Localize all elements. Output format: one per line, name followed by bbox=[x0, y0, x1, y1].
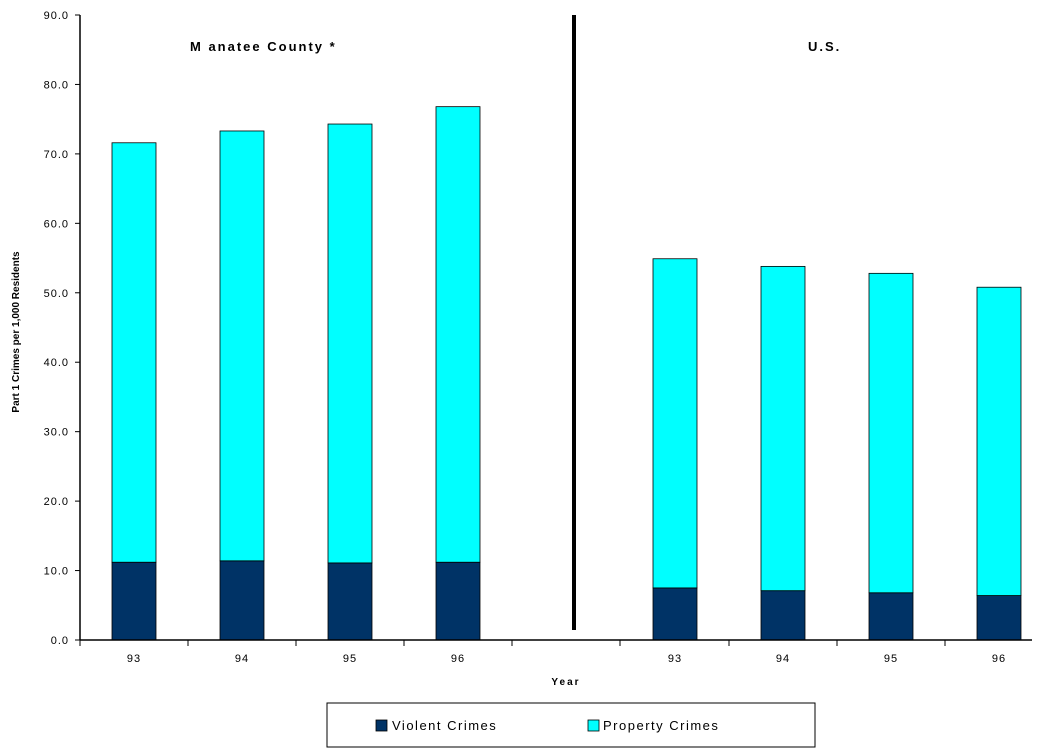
bar-property-manatee-96 bbox=[435, 106, 481, 563]
bar-property-us-95 bbox=[868, 272, 914, 594]
bar-violent-us-96 bbox=[976, 595, 1022, 641]
y-tick-label: 40.0 bbox=[44, 357, 69, 369]
bars bbox=[111, 106, 1022, 641]
x-tick-label: 96 bbox=[992, 653, 1006, 665]
y-axis-title: Part 1 Crimes per 1,000 Residents bbox=[11, 251, 22, 413]
legend: Violent Crimes Property Crimes bbox=[326, 702, 816, 748]
x-axis-title: Year bbox=[551, 677, 580, 688]
legend-swatch-violent bbox=[375, 719, 388, 732]
bar-property-us-96 bbox=[976, 286, 1022, 596]
bar-violent-us-94 bbox=[760, 590, 806, 641]
x-tick-label: 96 bbox=[451, 653, 465, 665]
x-tick-label: 93 bbox=[668, 653, 682, 665]
x-tick-label: 95 bbox=[343, 653, 357, 665]
bar-violent-manatee-93 bbox=[111, 561, 157, 641]
legend-label-property: Property Crimes bbox=[603, 718, 719, 733]
y-tick-label: 10.0 bbox=[44, 566, 69, 578]
legend-swatch-property bbox=[587, 719, 600, 732]
bar-property-manatee-95 bbox=[327, 123, 373, 564]
y-tick-label: 70.0 bbox=[44, 149, 69, 161]
y-tick-label: 0.0 bbox=[51, 635, 69, 647]
x-tick-label: 93 bbox=[127, 653, 141, 665]
x-axis-ticks: 93 94 95 96 93 94 95 96 bbox=[79, 640, 1006, 665]
x-tick-label: 94 bbox=[776, 653, 790, 665]
bar-property-manatee-93 bbox=[111, 142, 157, 563]
y-axis-ticks: 0.0 10.0 20.0 30.0 40.0 50.0 60.0 70.0 80.0 90.0 bbox=[44, 10, 80, 647]
panel-title-manatee: M anatee County * bbox=[190, 39, 337, 54]
bar-violent-us-93 bbox=[652, 587, 698, 641]
y-tick-label: 30.0 bbox=[44, 427, 69, 439]
bar-violent-us-95 bbox=[868, 592, 914, 641]
legend-label-violent: Violent Crimes bbox=[392, 718, 497, 733]
bar-property-us-94 bbox=[760, 265, 806, 592]
y-tick-label: 90.0 bbox=[44, 10, 69, 22]
bar-property-us-93 bbox=[652, 258, 698, 589]
x-tick-label: 94 bbox=[235, 653, 249, 665]
y-tick-label: 20.0 bbox=[44, 496, 69, 508]
bar-violent-manatee-94 bbox=[219, 560, 265, 641]
bar-violent-manatee-95 bbox=[327, 562, 373, 641]
y-tick-label: 50.0 bbox=[44, 288, 69, 300]
panel-title-us: U.S. bbox=[808, 39, 841, 54]
legend-box bbox=[326, 702, 816, 748]
bar-violent-manatee-96 bbox=[435, 561, 481, 641]
y-tick-label: 60.0 bbox=[44, 218, 69, 230]
bar-property-manatee-94 bbox=[219, 130, 265, 562]
x-tick-label: 95 bbox=[884, 653, 898, 665]
y-tick-label: 80.0 bbox=[44, 79, 69, 91]
